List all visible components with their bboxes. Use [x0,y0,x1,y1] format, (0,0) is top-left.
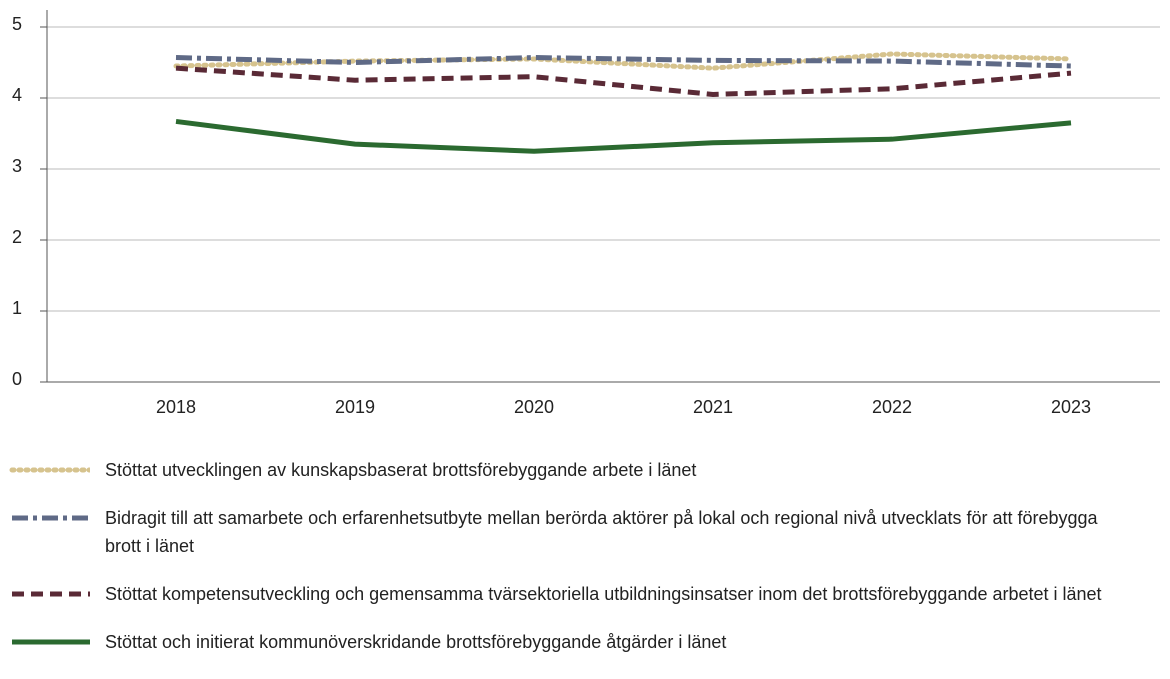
legend-item: Bidragit till att samarbete och erfarenh… [0,504,1170,560]
legend: Stöttat utvecklingen av kunskapsbaserat … [0,456,1170,676]
legend-label: Bidragit till att samarbete och erfarenh… [105,508,1098,556]
x-tick-label: 2023 [1051,397,1091,417]
x-tick-label: 2020 [514,397,554,417]
chart: 0 1 2 3 4 5 2018 2019 2020 2021 2022 2023 [12,10,1160,417]
line-series [173,51,1074,71]
legend-label: Stöttat utvecklingen av kunskapsbaserat … [105,460,697,480]
legend-item: Stöttat utvecklingen av kunskapsbaserat … [0,456,1170,484]
y-tick-label: 4 [12,85,22,105]
legend-swatch [12,515,90,521]
legend-swatch [9,467,90,473]
legend-swatch [12,639,90,645]
legend-label: Stöttat och initierat kommunöverskridand… [105,632,727,652]
legend-swatch [12,591,90,597]
legend-label: Stöttat kompetensutveckling och gemensam… [105,584,1102,604]
y-tick-label: 2 [12,227,22,247]
y-tick-label: 1 [12,298,22,318]
y-tick-label: 0 [12,369,22,389]
x-tick-label: 2018 [156,397,196,417]
legend-item: Stöttat kompetensutveckling och gemensam… [0,580,1170,608]
y-tick-label: 3 [12,156,22,176]
x-tick-label: 2019 [335,397,375,417]
line-series [175,118,1072,154]
legend-item: Stöttat och initierat kommunöverskridand… [0,628,1170,656]
y-tick-label: 5 [12,14,22,34]
x-tick-label: 2021 [693,397,733,417]
x-tick-label: 2022 [872,397,912,417]
line-series [175,65,1072,97]
